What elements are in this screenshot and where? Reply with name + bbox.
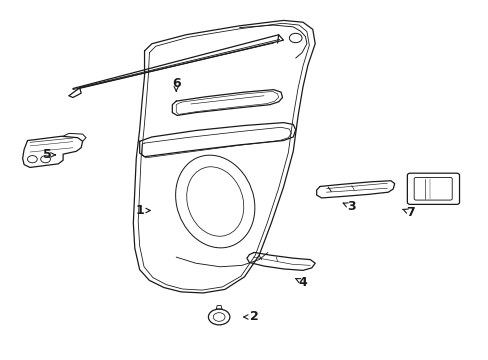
Text: 7: 7 <box>405 206 414 219</box>
Text: 2: 2 <box>249 310 258 324</box>
Text: 6: 6 <box>172 77 180 90</box>
Text: 1: 1 <box>135 204 144 217</box>
Text: 5: 5 <box>42 148 51 161</box>
Text: 3: 3 <box>347 201 355 213</box>
Text: 4: 4 <box>298 276 307 289</box>
